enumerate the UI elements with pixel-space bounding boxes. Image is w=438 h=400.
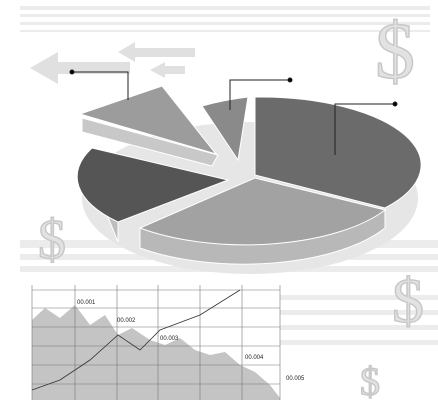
dollar-sign: $ [360,359,380,400]
line-chart [31,285,281,400]
chart-label: 00.005 [286,376,305,382]
dollar-sign: $ [38,209,66,271]
chart-label: 00.004 [245,355,264,361]
pie-chart [76,85,422,274]
chart-label: 00.003 [160,336,179,342]
chart-label: 00.002 [117,318,136,324]
dollar-sign: $ [392,265,424,336]
dollar-sign: $ [375,8,415,96]
leader-lines [69,69,398,155]
arrows [30,42,195,84]
chart-label: 00.001 [77,300,96,306]
